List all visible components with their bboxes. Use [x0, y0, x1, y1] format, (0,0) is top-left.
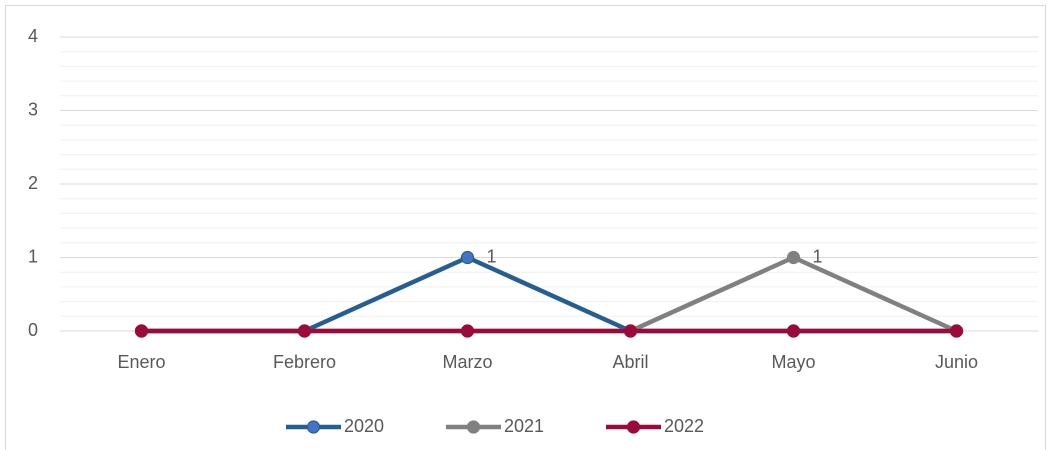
point-marker — [623, 324, 638, 338]
y-tick-label: 1 — [28, 246, 38, 266]
point-marker — [786, 324, 801, 338]
legend-label: 2022 — [664, 416, 704, 436]
data-label: 1 — [486, 246, 496, 266]
y-tick-label: 3 — [28, 99, 38, 119]
point-marker — [949, 324, 964, 338]
x-tick-label: Enero — [117, 352, 165, 372]
x-tick-label: Abril — [612, 352, 648, 372]
point-marker — [460, 250, 475, 265]
x-tick-label: Marzo — [442, 352, 492, 372]
x-tick-label: Mayo — [771, 352, 815, 372]
legend-marker — [306, 420, 321, 434]
legend-marker — [466, 420, 481, 434]
point-marker — [786, 250, 801, 265]
point-marker — [460, 324, 475, 338]
x-tick-label: Febrero — [273, 352, 336, 372]
legend-label: 2020 — [344, 416, 384, 436]
y-tick-label: 2 — [28, 173, 38, 193]
point-marker — [297, 324, 312, 338]
data-label: 1 — [812, 246, 822, 266]
point-marker — [134, 324, 149, 338]
y-tick-label: 0 — [28, 320, 38, 340]
legend-marker — [626, 420, 641, 434]
x-tick-label: Junio — [935, 352, 978, 372]
legend-label: 2021 — [504, 416, 544, 436]
y-tick-label: 4 — [28, 26, 38, 46]
